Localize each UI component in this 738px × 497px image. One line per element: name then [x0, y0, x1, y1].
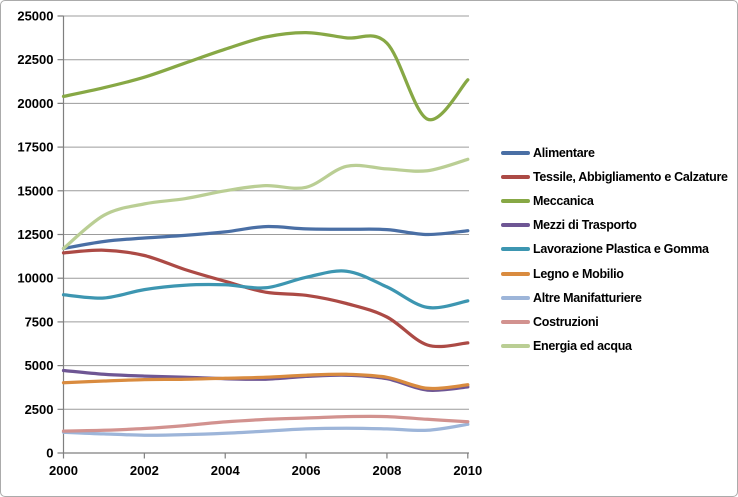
legend-label: Tessile, Abbigliamento e Calzature: [533, 170, 728, 185]
series-line-legno-e-mobilio[interactable]: [61, 372, 470, 391]
legend-item-mezzi-di-trasporto[interactable]: Mezzi di Trasporto: [501, 213, 728, 237]
y-axis-label: 2500: [25, 402, 54, 417]
legend-swatch: [501, 271, 530, 276]
legend-item-legno-e-mobilio[interactable]: Legno e Mobilio: [501, 261, 728, 285]
series-line-energia-ed-acqua[interactable]: [61, 157, 470, 251]
legend-swatch: [501, 199, 530, 204]
y-axis-label: 22500: [17, 52, 53, 67]
legend-label: Energia ed acqua: [533, 338, 632, 353]
legend-label: Legno e Mobilio: [533, 266, 624, 281]
legend-item-meccanica[interactable]: Meccanica: [501, 189, 728, 213]
legend-item-costruzioni[interactable]: Costruzioni: [501, 310, 728, 334]
y-axis-label: 5000: [25, 358, 54, 373]
y-axis-label: 17500: [17, 140, 53, 155]
legend-item-altre-manifatturiere[interactable]: Altre Manifatturiere: [501, 286, 728, 310]
legend-swatch: [501, 319, 530, 324]
series-line-costruzioni[interactable]: [61, 414, 470, 433]
y-axis-label: 15000: [17, 183, 53, 198]
legend-item-alimentare[interactable]: Alimentare: [501, 141, 728, 165]
legend-item-energia-ed-acqua[interactable]: Energia ed acqua: [501, 334, 728, 358]
legend-label: Costruzioni: [533, 314, 599, 329]
legend-swatch: [501, 223, 530, 228]
series-line-meccanica[interactable]: [61, 30, 470, 122]
series-line-lavorazione-plastica-e-gomma[interactable]: [61, 269, 470, 310]
legend-label: Alimentare: [533, 146, 595, 161]
legend-swatch: [501, 343, 530, 348]
legend-swatch: [501, 247, 530, 252]
legend-swatch: [501, 175, 530, 180]
x-axis-label: 2010: [453, 463, 482, 478]
legend-swatch: [501, 295, 530, 300]
legend-label: Meccanica: [533, 194, 594, 209]
legend: Alimentare Tessile, Abbigliamento e Calza…: [501, 141, 728, 358]
x-axis-label: 2002: [130, 463, 159, 478]
legend-item-tessile-abbigliamento-e-calzature[interactable]: Tessile, Abbigliamento e Calzature: [501, 165, 728, 189]
legend-label: Altre Manifatturiere: [533, 290, 642, 305]
y-axis-label: 12500: [17, 227, 53, 242]
y-axis-label: 25000: [17, 9, 53, 24]
y-axis-label: 20000: [17, 96, 53, 111]
x-axis-label: 2004: [211, 463, 241, 478]
series-line-alimentare[interactable]: [61, 224, 470, 251]
legend-swatch: [501, 151, 530, 156]
y-axis-label: 0: [46, 446, 53, 461]
legend-label: Lavorazione Plastica e Gomma: [533, 242, 709, 257]
series-line-tessile-abbigliamento-e-calzature[interactable]: [61, 248, 470, 349]
series-line-altre-manifatturiere[interactable]: [61, 422, 470, 437]
x-axis-label: 2006: [292, 463, 321, 478]
legend-item-lavorazione-plastica-e-gomma[interactable]: Lavorazione Plastica e Gomma: [501, 237, 728, 261]
y-axis-label: 7500: [25, 314, 54, 329]
y-axis-label: 10000: [17, 271, 53, 286]
legend-label: Mezzi di Trasporto: [533, 218, 637, 233]
x-axis-label: 2000: [49, 463, 78, 478]
x-axis-label: 2008: [372, 463, 401, 478]
